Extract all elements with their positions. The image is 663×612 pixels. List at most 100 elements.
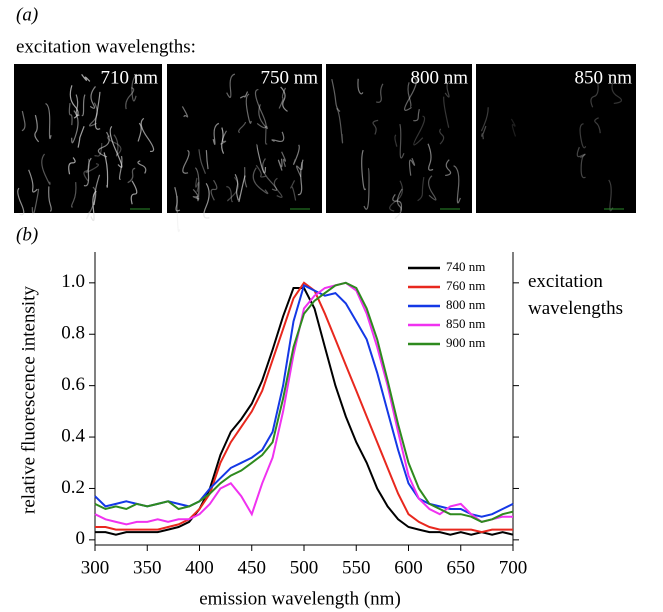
x-tick-label: 550 [342,557,371,578]
fiber [392,194,403,211]
fiber [594,117,601,134]
y-tick-label: 0.2 [61,477,85,498]
legend-label: 760 nm [446,278,485,293]
fiber [205,150,209,170]
micrograph [326,64,472,213]
fiber [407,82,412,108]
fiber [203,182,210,219]
fiber [372,119,379,135]
fiber [481,125,487,140]
fiber [220,130,228,145]
fiber [399,123,405,159]
fiber [258,104,268,130]
fiber [69,85,79,119]
x-tick-label: 450 [238,557,267,578]
fiber [336,107,344,144]
series-line [94,281,514,523]
fiber [239,91,249,99]
fiber [68,157,76,175]
fiber [394,134,398,147]
fiber [227,176,239,202]
micrograph [14,64,162,213]
fiber [404,77,417,111]
fiber [106,135,122,156]
fiber [48,186,52,212]
fiber [192,188,200,200]
fiber [212,122,220,145]
fiber [376,83,384,103]
x-tick-label: 300 [81,557,110,578]
fiber [254,88,267,129]
y-axis-label: relative fluorescence intensity [18,286,39,514]
fiber [439,128,445,145]
fiber [262,158,278,191]
fiber [90,190,97,222]
fiber [125,87,135,110]
fiber [273,177,283,198]
image-label: 800 nm [410,67,468,88]
fiber [89,86,96,109]
image-label: 710 nm [100,67,158,88]
fiber [127,167,136,184]
fiber [413,109,420,122]
y-tick-label: 0 [76,528,86,549]
fiber [31,188,40,215]
fiber [221,127,225,154]
micrograph [167,64,322,213]
fiber [195,177,200,192]
fiber [331,79,341,113]
fiber [210,179,218,201]
fiber [271,131,285,143]
fiber [427,175,437,201]
fiber [94,142,103,157]
fiber [278,87,287,109]
fiber [93,174,101,206]
fiber [97,131,110,158]
fiber [238,175,246,203]
fiber [445,159,452,177]
legend-label: 740 nm [446,259,485,274]
fiber [576,146,586,159]
fiber [81,94,86,117]
fiber [295,162,303,177]
fiber [85,163,100,174]
fiber [255,164,267,178]
fiber [408,157,416,176]
series-line [95,281,513,534]
fiber [88,102,98,127]
fiber [103,152,109,188]
fiber [281,151,287,167]
fiber [510,118,517,137]
y-tick-label: 0.4 [61,425,85,446]
legend-label: 850 nm [446,316,485,331]
fiber [194,167,200,202]
x-tick-label: 350 [133,557,162,578]
fiber [17,187,25,216]
fiber [140,117,155,153]
fiber [70,182,77,208]
fiber [290,180,297,201]
fiber [77,126,85,148]
fiber [94,91,101,130]
y-tick-label: 1.0 [61,271,85,292]
legend-label: 800 nm [446,297,485,312]
x-tick-label: 500 [290,557,319,578]
fiber [444,80,450,98]
fiber [234,173,239,201]
fiber [277,158,283,171]
micrograph [476,64,636,213]
fiber [174,187,181,212]
fiber [357,78,364,95]
panel-label: (a) [16,4,38,25]
fiber [413,115,426,146]
fiber [579,123,587,149]
legend-title: excitation wavelengths [528,271,623,319]
fiber [34,114,40,143]
y-tick-label: 0.8 [61,323,85,344]
x-tick-label: 650 [447,557,476,578]
fiber [297,159,304,196]
x-tick-label: 600 [394,557,423,578]
fiber [480,107,489,132]
